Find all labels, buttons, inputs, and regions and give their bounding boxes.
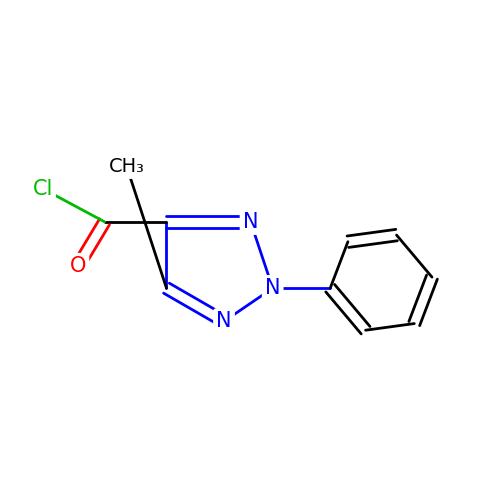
Text: CH₃: CH₃: [109, 157, 145, 176]
Text: N: N: [265, 278, 280, 298]
Text: O: O: [70, 256, 86, 276]
Text: N: N: [216, 311, 232, 331]
Text: N: N: [243, 212, 258, 232]
Text: Cl: Cl: [33, 179, 53, 199]
